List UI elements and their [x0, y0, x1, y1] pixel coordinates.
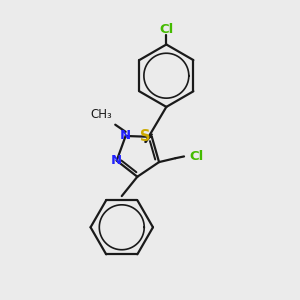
Text: S: S: [140, 129, 151, 144]
Text: Cl: Cl: [189, 150, 204, 163]
Text: Cl: Cl: [159, 23, 173, 36]
Text: CH₃: CH₃: [90, 107, 112, 121]
Text: N: N: [111, 154, 122, 167]
Text: N: N: [120, 130, 131, 142]
